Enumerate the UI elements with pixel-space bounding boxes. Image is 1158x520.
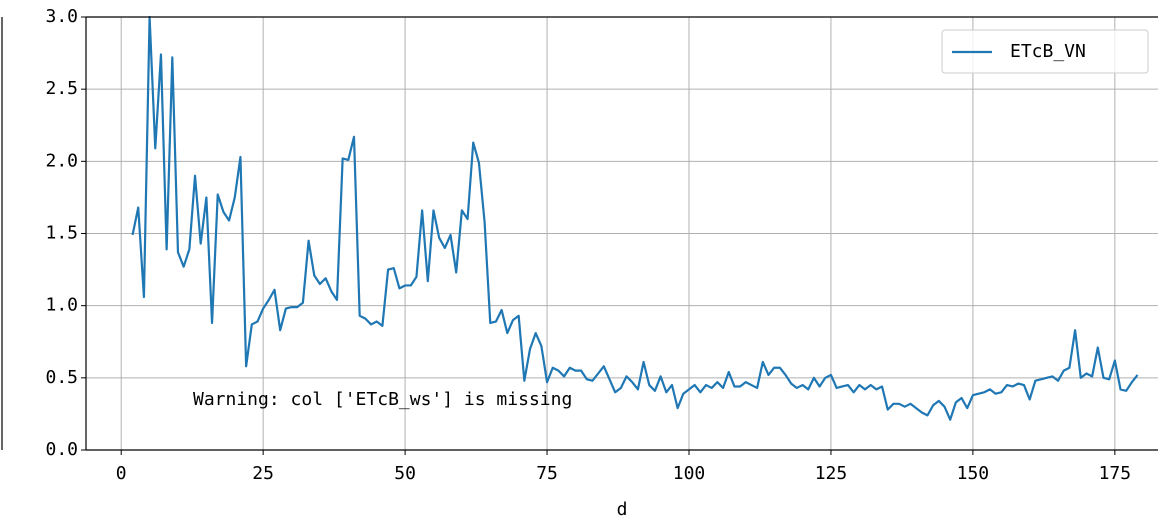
data-line [131, 15, 1139, 421]
legend-label: ETcB_VN [1010, 41, 1086, 62]
x-tick-label: 75 [536, 463, 558, 484]
legend: ETcB_VN [941, 29, 1149, 74]
legend-box [941, 29, 1149, 74]
y-tick-label: 3.0 [45, 6, 78, 27]
axes: 0 25 50 75 100 125 150 175 0.0 0.5 1.0 1.5 2.0 2.5 3.0… [45, 6, 1158, 484]
x-tick-label: 100 [673, 463, 706, 484]
annotation: Warning: col ['ETcB_ws'] is missing [193, 389, 572, 410]
x-tick-label: 25 [252, 463, 274, 484]
y-tick-label: 0.5 [45, 367, 78, 388]
y-tick-label: 0.0 [45, 439, 78, 460]
y-tick-label: 1.0 [45, 295, 78, 316]
x-tick-label: 150 [957, 463, 990, 484]
plot-area [131, 15, 1139, 421]
x-axis-label: d [617, 499, 628, 520]
y-tick-label: 2.0 [45, 150, 78, 171]
x-tick-label: 125 [815, 463, 848, 484]
x-tick-label: 50 [394, 463, 416, 484]
y-tick-label: 1.5 [45, 223, 78, 244]
y-tick-label: 2.5 [45, 78, 78, 99]
x-tick-label: 0 [116, 463, 127, 484]
x-tick-label: 175 [1099, 463, 1132, 484]
